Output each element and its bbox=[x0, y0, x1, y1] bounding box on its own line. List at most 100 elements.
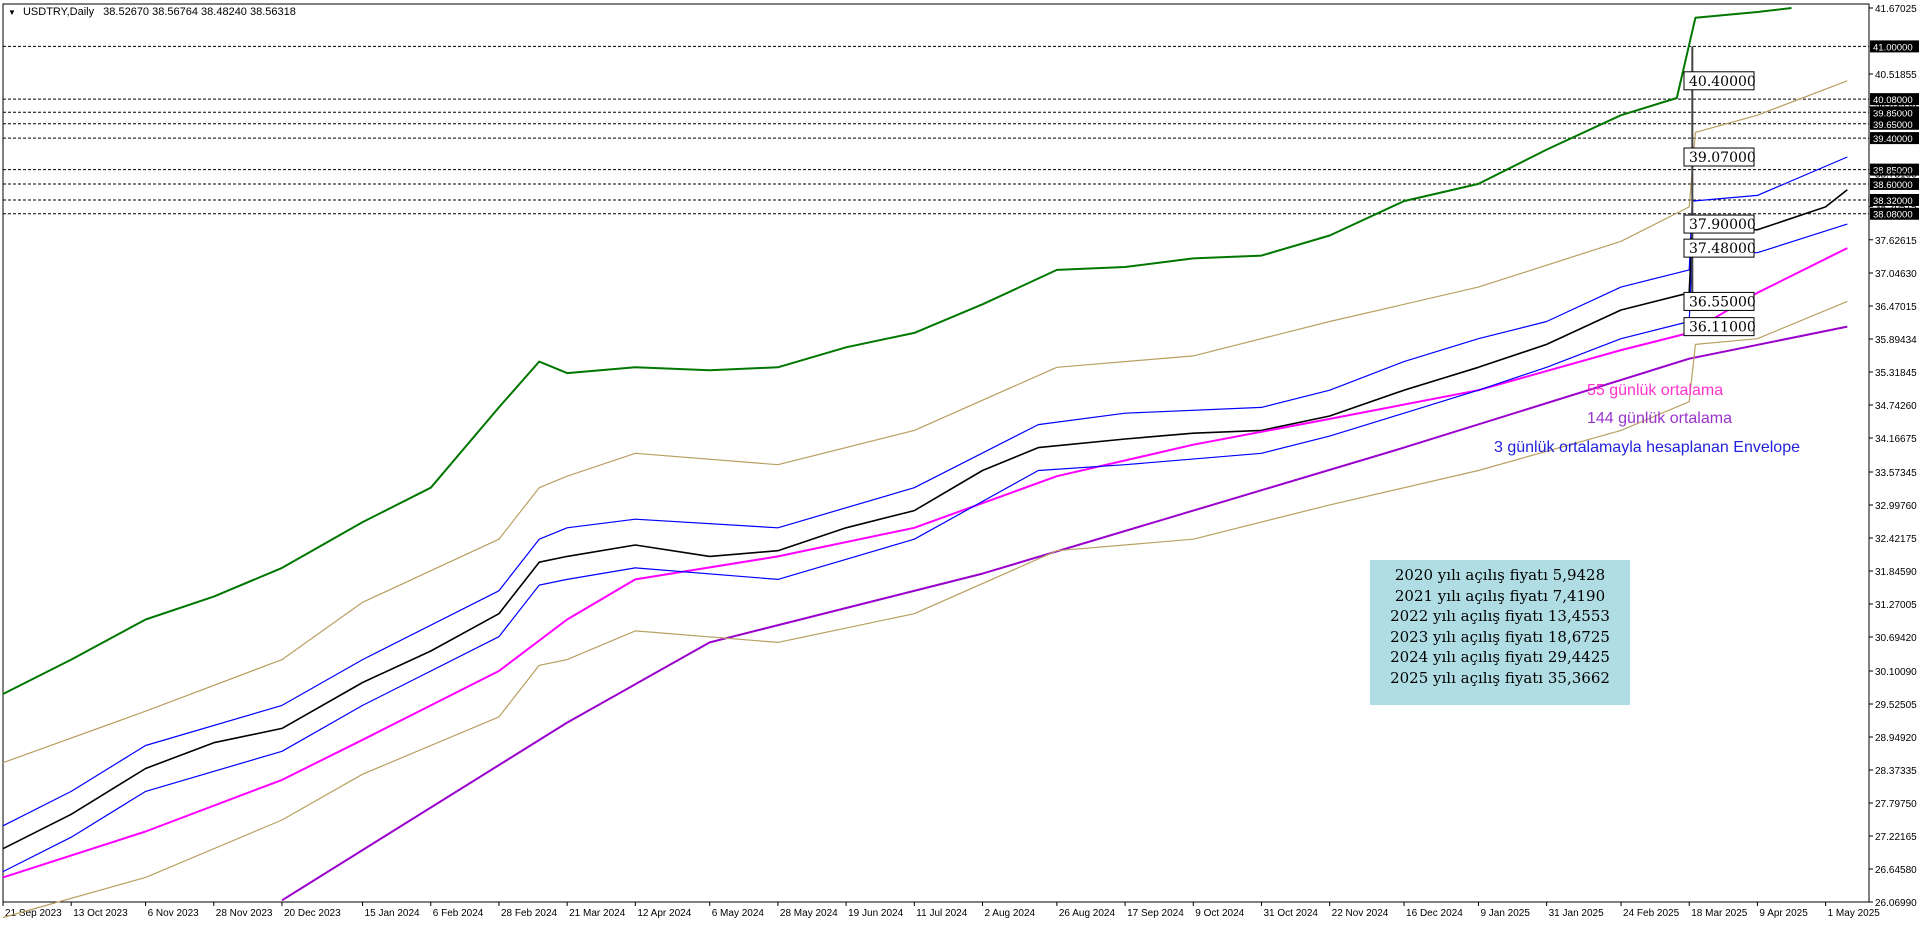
info-line: 2024 yılı açılış fiyatı 29,4425 bbox=[1390, 648, 1610, 666]
y-tick-label: 35.89434 bbox=[1875, 335, 1917, 346]
level-tag bbox=[1870, 193, 1919, 206]
y-tick-label: 28.37335 bbox=[1875, 766, 1917, 777]
symbol-label: USDTRY,Daily bbox=[22, 6, 95, 18]
x-tick-label: 15 Jan 2024 bbox=[365, 908, 420, 919]
level-tag-label: 38.08000 bbox=[1873, 210, 1913, 221]
y-tick-label: 28.94920 bbox=[1875, 733, 1917, 744]
level-tag-label: 39.85000 bbox=[1873, 108, 1913, 119]
x-tick-label: 26 Aug 2024 bbox=[1059, 908, 1116, 919]
ohlc-values: 38.52670 38.56764 38.48240 38.56318 bbox=[103, 6, 296, 18]
level-tag-label: 38.85000 bbox=[1873, 166, 1913, 177]
x-tick-label: 2 Aug 2024 bbox=[984, 908, 1035, 919]
x-tick-label: 28 Feb 2024 bbox=[501, 908, 558, 919]
y-tick-label: 38.78100 bbox=[1875, 170, 1917, 181]
y-tick-label: 26.64580 bbox=[1875, 865, 1917, 876]
yearly-open-info-box: 2020 yılı açılış fiyatı 5,9428 2021 yılı… bbox=[1370, 560, 1630, 705]
legend-55-ma: 55 günlük ortalama bbox=[1587, 382, 1724, 399]
x-tick-label: 11 Jul 2024 bbox=[916, 908, 967, 919]
y-tick-label: 31.84590 bbox=[1875, 567, 1917, 578]
x-tick-label: 18 Mar 2025 bbox=[1691, 908, 1748, 919]
level-tag-label: 38.32000 bbox=[1873, 196, 1913, 207]
series-144-line bbox=[281, 325, 1848, 902]
series-3-line bbox=[2, 156, 1848, 827]
price-box-label: 36.55000 bbox=[1689, 294, 1756, 310]
level-tag bbox=[1870, 93, 1919, 106]
x-tick-label: 1 May 2025 bbox=[1828, 908, 1881, 919]
level-tag bbox=[1870, 40, 1919, 53]
price-line bbox=[2, 189, 1848, 850]
x-tick-label: 9 Oct 2024 bbox=[1195, 908, 1244, 919]
x-tick-label: 16 Dec 2024 bbox=[1406, 908, 1463, 919]
price-box bbox=[1683, 291, 1755, 311]
level-tag bbox=[1870, 106, 1919, 119]
level-tag bbox=[1870, 163, 1919, 176]
outer-envelope-lower-line bbox=[2, 300, 1848, 919]
y-tick-label: 26.06990 bbox=[1875, 898, 1917, 909]
y-tick-label: 30.10090 bbox=[1875, 667, 1917, 678]
x-tick-label: 9 Apr 2025 bbox=[1759, 908, 1808, 919]
y-tick-label: 33.57345 bbox=[1875, 468, 1917, 479]
x-tick-label: 17 Sep 2024 bbox=[1127, 908, 1184, 919]
price-box bbox=[1683, 71, 1755, 91]
y-tick-label: 34.74260 bbox=[1875, 401, 1917, 412]
y-tick-label: 37.62615 bbox=[1875, 236, 1917, 247]
y-tick-label: 29.52505 bbox=[1875, 700, 1917, 711]
info-line: 2023 yılı açılış fiyatı 18,6725 bbox=[1390, 627, 1610, 646]
y-tick-label: 32.99760 bbox=[1875, 501, 1917, 512]
envelope-lower-line bbox=[2, 223, 1848, 873]
x-tick-label: 22 Nov 2024 bbox=[1332, 908, 1389, 919]
price-box bbox=[1683, 147, 1755, 167]
price-box bbox=[1683, 238, 1755, 258]
price-box-label: 40.40000 bbox=[1689, 74, 1756, 90]
level-tag bbox=[1870, 207, 1919, 220]
x-tick-label: 28 May 2024 bbox=[780, 908, 838, 919]
series-55-line bbox=[2, 247, 1848, 879]
price-box bbox=[1683, 317, 1755, 337]
plot-frame bbox=[2, 3, 1870, 903]
y-tick-label: 31.27005 bbox=[1875, 600, 1917, 611]
y-tick-label: 27.79750 bbox=[1875, 799, 1917, 810]
info-line: 2021 yılı açılış fiyatı 7,4190 bbox=[1394, 586, 1606, 605]
legend-envelope: 3 günlük ortalamayla hesaplanan Envelope bbox=[1494, 439, 1800, 456]
level-tag-label: 39.65000 bbox=[1873, 120, 1913, 131]
y-tick-label: 40.51855 bbox=[1875, 70, 1917, 81]
level-tag-label: 40.08000 bbox=[1873, 95, 1913, 106]
chart-header: ▼ USDTRY,Daily 38.52670 38.56764 38.4824… bbox=[8, 6, 296, 18]
level-tag bbox=[1870, 132, 1919, 145]
level-tag-label: 39.40000 bbox=[1873, 134, 1913, 145]
x-tick-label: 31 Oct 2024 bbox=[1263, 908, 1318, 919]
y-tick-label: 39.94270 bbox=[1875, 103, 1917, 114]
x-tick-label: 28 Nov 2023 bbox=[216, 908, 273, 919]
dropdown-triangle-icon[interactable]: ▼ bbox=[8, 8, 16, 17]
level-tag bbox=[1870, 117, 1919, 130]
price-box-label: 36.11000 bbox=[1689, 320, 1756, 336]
x-tick-label: 21 Mar 2024 bbox=[569, 908, 626, 919]
top-envelope-line bbox=[2, 7, 1792, 695]
x-tick-label: 13 Oct 2023 bbox=[73, 908, 128, 919]
x-tick-label: 24 Feb 2025 bbox=[1623, 908, 1680, 919]
info-line: 2022 yılı açılış fiyatı 13,4553 bbox=[1390, 607, 1610, 625]
x-tick-label: 19 Jun 2024 bbox=[848, 908, 903, 919]
y-tick-label: 27.22165 bbox=[1875, 832, 1917, 843]
y-tick-label: 37.04630 bbox=[1875, 269, 1917, 280]
x-tick-label: 12 Apr 2024 bbox=[637, 908, 691, 919]
info-line: 2025 yılı açılış fiyatı 35,3662 bbox=[1390, 668, 1610, 687]
y-tick-label: 32.42175 bbox=[1875, 534, 1917, 545]
y-tick-label: 34.16675 bbox=[1875, 434, 1917, 445]
y-tick-label: 35.31845 bbox=[1875, 368, 1917, 379]
x-tick-label: 20 Dec 2023 bbox=[284, 908, 341, 919]
legend-144-ma: 144 günlük ortalama bbox=[1587, 410, 1732, 427]
x-tick-label: 6 Feb 2024 bbox=[433, 908, 484, 919]
price-box-label: 37.48000 bbox=[1689, 241, 1756, 257]
y-tick-label: 38.20515 bbox=[1875, 203, 1917, 214]
price-box-label: 37.90000 bbox=[1689, 217, 1756, 233]
price-box-label: 39.07000 bbox=[1689, 150, 1756, 166]
level-tag-label: 38.60000 bbox=[1873, 180, 1913, 191]
x-tick-label: 6 May 2024 bbox=[712, 908, 765, 919]
level-tag bbox=[1870, 177, 1919, 190]
price-box bbox=[1683, 214, 1755, 234]
y-tick-label: 30.69420 bbox=[1875, 633, 1917, 644]
x-tick-label: 31 Jan 2025 bbox=[1549, 908, 1604, 919]
y-tick-label: 36.47015 bbox=[1875, 302, 1917, 313]
